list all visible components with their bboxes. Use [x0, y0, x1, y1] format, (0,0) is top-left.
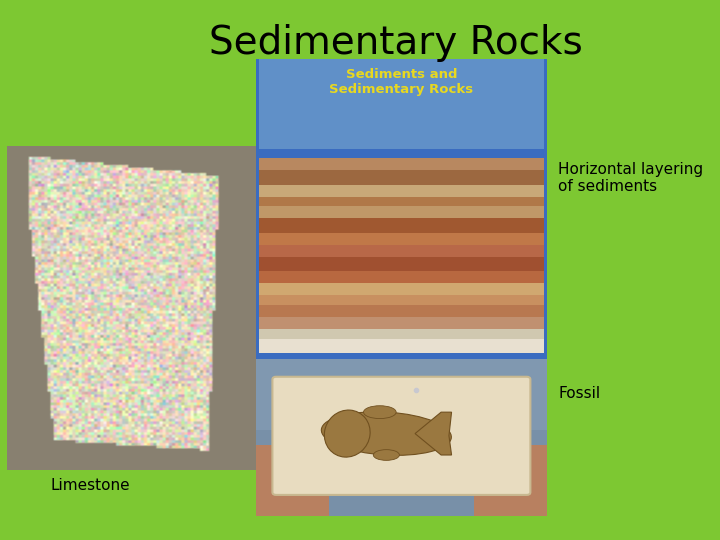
Bar — [256, 59, 547, 359]
Text: Fossil: Fossil — [558, 386, 600, 401]
Text: Sediments and
Sedimentary Rocks: Sediments and Sedimentary Rocks — [329, 69, 474, 97]
Bar — [256, 359, 547, 516]
Bar — [258, 245, 544, 257]
Polygon shape — [415, 412, 451, 455]
Bar — [256, 445, 328, 516]
Bar — [258, 339, 544, 353]
Text: Sedimentary Rocks: Sedimentary Rocks — [209, 24, 583, 62]
Bar — [258, 295, 544, 305]
Bar — [7, 146, 256, 470]
Bar — [258, 206, 544, 218]
Bar — [258, 218, 544, 233]
FancyBboxPatch shape — [272, 377, 531, 495]
Bar — [474, 445, 547, 516]
Ellipse shape — [373, 450, 400, 461]
Bar — [258, 185, 544, 197]
Bar — [258, 257, 544, 271]
Bar — [258, 158, 544, 170]
Bar — [258, 233, 544, 245]
Bar — [258, 329, 544, 339]
Bar — [258, 271, 544, 284]
Bar — [256, 359, 547, 430]
Ellipse shape — [324, 410, 370, 457]
Ellipse shape — [364, 406, 396, 419]
Ellipse shape — [321, 412, 451, 455]
Bar — [258, 59, 544, 149]
Bar — [258, 197, 544, 206]
Bar — [258, 284, 544, 295]
Bar — [258, 170, 544, 185]
Bar — [258, 317, 544, 329]
Text: Limestone: Limestone — [50, 478, 130, 493]
Bar — [258, 305, 544, 317]
Text: Horizontal layering
of sediments: Horizontal layering of sediments — [558, 162, 703, 194]
